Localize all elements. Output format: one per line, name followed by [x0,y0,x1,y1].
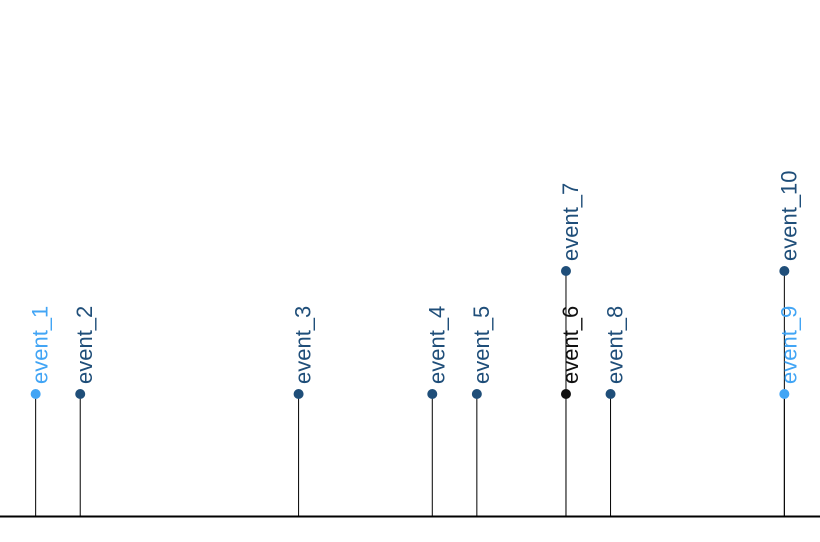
event-labels: event_1 event_2 event_3 event_4 event_5 event… [28,170,802,384]
event-label: event_3 [291,306,316,384]
event-label: event_4 [424,306,449,384]
event-marker [779,389,790,399]
event-markers [30,266,790,399]
event-marker [427,389,438,399]
event-marker [560,266,571,276]
event-marker [30,389,41,399]
event-marker [75,389,86,399]
event-label: event_7 [558,183,583,261]
event-label: event_2 [72,306,97,384]
event-marker [779,266,790,276]
event-label: event_9 [776,306,801,384]
event-marker [293,389,304,399]
event-label: event_10 [776,170,801,261]
event-stems [35,271,785,516]
event-marker [605,389,616,399]
event-marker [560,389,571,399]
event-marker [471,389,482,399]
event-label: event_5 [469,306,494,384]
event-label: event_8 [603,306,628,384]
event-label: event_1 [28,306,53,384]
event-label: event_6 [558,306,583,384]
